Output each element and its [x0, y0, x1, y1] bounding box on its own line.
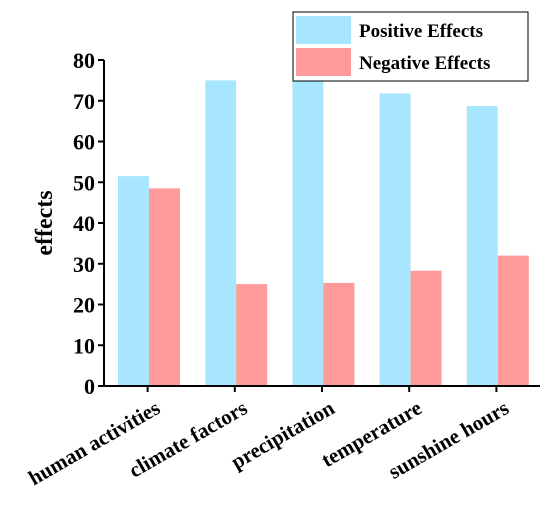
y-axis-title: effects: [32, 190, 58, 255]
y-tick-label: 30: [73, 252, 95, 277]
bar-negative-precipitation: [323, 282, 355, 386]
bar-positive-temperature: [379, 93, 411, 386]
legend-swatch: [296, 16, 351, 44]
bar-negative-temperature: [410, 270, 442, 386]
y-tick-label: 70: [73, 89, 95, 114]
bar-positive-climate-factors: [205, 80, 237, 386]
legend-swatch: [296, 48, 351, 76]
y-tick-label: 60: [73, 130, 95, 155]
bars-group: [118, 80, 529, 387]
bar-negative-sunshine-hours: [497, 255, 529, 386]
bar-positive-precipitation: [292, 81, 324, 386]
y-tick-label: 0: [84, 374, 95, 399]
legend-label: Positive Effects: [359, 21, 483, 42]
legend: Positive Effects Negative Effects: [292, 11, 529, 82]
bar-positive-sunshine-hours: [466, 106, 498, 387]
y-tick-label: 80: [73, 48, 95, 73]
bar-positive-human-activities: [118, 176, 149, 386]
y-tick-label: 40: [73, 211, 95, 236]
y-tick-label: 10: [73, 333, 95, 358]
legend-label: Negative Effects: [359, 53, 490, 74]
y-tick-label: 20: [73, 293, 95, 318]
bar-negative-climate-factors: [236, 284, 268, 386]
bar-negative-human-activities: [149, 188, 180, 386]
y-tick-label: 50: [73, 170, 95, 195]
